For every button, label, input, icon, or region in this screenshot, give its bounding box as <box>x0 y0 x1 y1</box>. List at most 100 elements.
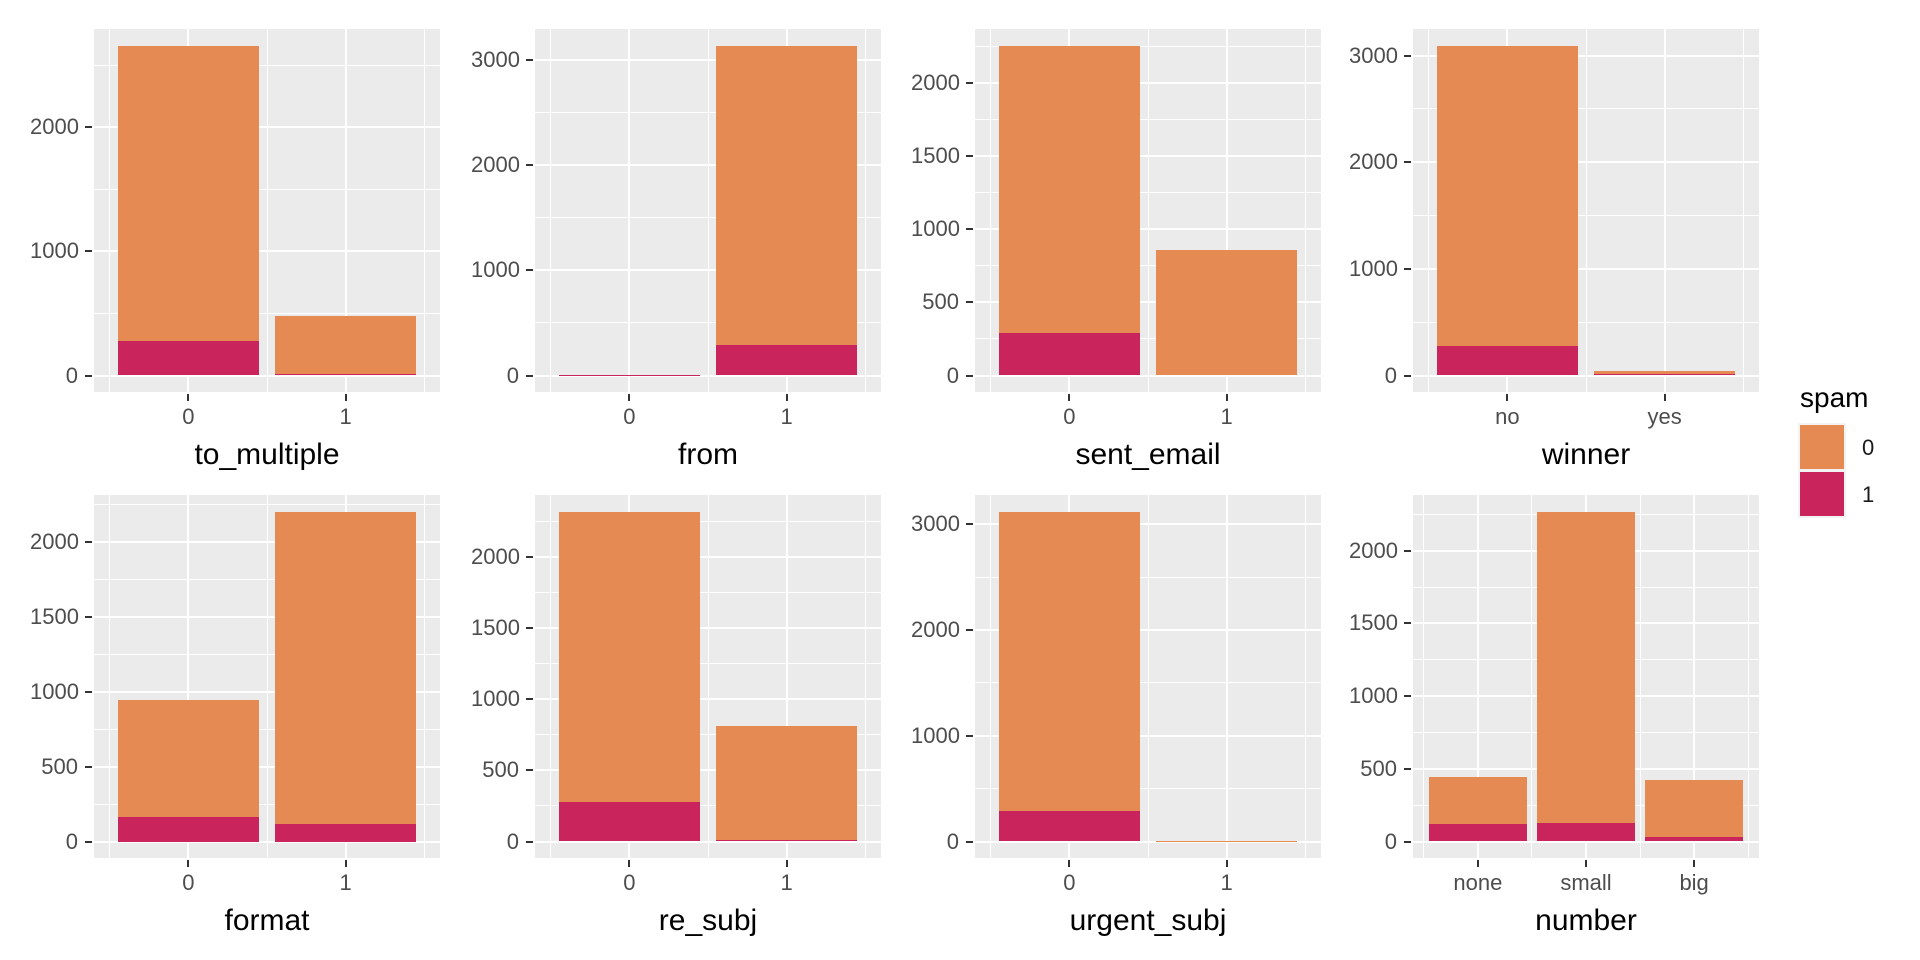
gridline-h-major <box>535 840 881 843</box>
y-tick-mark <box>1404 161 1411 164</box>
y-tick-label: 2000 <box>1349 149 1398 175</box>
y-tick-label: 1500 <box>1349 610 1398 636</box>
y-tick-mark <box>85 690 92 693</box>
x-tick-label: 1 <box>1220 404 1233 429</box>
gridline-h-major <box>975 82 1321 85</box>
y-tick-mark <box>526 374 533 377</box>
bar-segment-spam-0 <box>998 511 1141 812</box>
x-tick-mark <box>1693 860 1696 867</box>
x-tick-mark <box>1068 860 1071 867</box>
gridline-h-major <box>94 126 440 129</box>
gridline-v-major <box>187 495 190 858</box>
bar-segment-spam-0 <box>1429 776 1527 825</box>
y-tick-mark <box>1404 840 1411 843</box>
bar-segment-spam-1 <box>1645 837 1743 842</box>
x-axis-title-number: number <box>1535 904 1637 937</box>
x-tick-label: 0 <box>1063 870 1076 895</box>
gridline-h-major <box>535 698 881 701</box>
y-tick-label: 2000 <box>471 544 520 570</box>
gridline-h-major <box>535 769 881 772</box>
gridline-v-minor <box>707 29 709 392</box>
y-tick-label: 0 <box>1384 362 1397 388</box>
gridline-v-minor <box>1428 29 1430 392</box>
legend-key-swatch-spam-1 <box>1800 472 1844 516</box>
gridline-v-minor <box>109 495 111 858</box>
gridline-v-minor <box>990 29 992 392</box>
y-tick-label: 0 <box>506 828 519 854</box>
y-tick-label: 500 <box>1360 755 1397 781</box>
gridline-v-minor <box>864 495 866 858</box>
chart-urgent_subj: 0 1000 2000 3000 0 1 urgent_subj <box>911 495 1321 948</box>
y-tick-mark <box>85 126 92 129</box>
x-tick-mark <box>1476 860 1479 867</box>
y-tick-mark <box>1404 767 1411 770</box>
legend-item-spam-1: 1 <box>1800 471 1918 518</box>
gridline-v-major <box>1476 495 1479 858</box>
y-tick-mark <box>526 769 533 772</box>
y-tick-label: 2000 <box>911 616 960 642</box>
chart-sent_email: 0 500 1000 1500 2000 0 1 sent_email <box>911 29 1321 482</box>
gridline-h-major <box>535 59 881 62</box>
x-tick-mark <box>1225 860 1228 867</box>
gridline-h-major <box>975 523 1321 526</box>
bar-segment-spam-0 <box>117 45 260 341</box>
chart-panel-from <box>535 29 881 392</box>
gridline-v-minor <box>1531 495 1533 858</box>
x-tick-mark <box>344 394 347 401</box>
chart-panel-format <box>94 495 440 858</box>
bar-segment-spam-1 <box>1593 373 1736 376</box>
y-tick-mark <box>526 698 533 701</box>
x-axis-title-winner: winner <box>1541 438 1631 471</box>
gridline-v-minor <box>550 495 552 858</box>
gridline-h-major <box>94 374 440 377</box>
y-tick-mark <box>1404 622 1411 625</box>
gridline-v-major <box>344 29 347 392</box>
x-tick-mark <box>1506 394 1509 401</box>
y-tick-label: 1000 <box>471 686 520 712</box>
y-tick-label: 3000 <box>911 511 960 537</box>
gridline-v-major <box>1663 29 1666 392</box>
x-tick-label: 0 <box>623 870 636 895</box>
y-tick-label: 1500 <box>30 603 79 629</box>
y-tick-label: 2000 <box>1349 537 1398 563</box>
bar-segment-spam-1 <box>117 340 260 376</box>
chart-winner: 0 1000 2000 3000 no yes winner <box>1349 29 1759 482</box>
y-tick-mark <box>1404 695 1411 698</box>
y-tick-label: 0 <box>65 828 78 854</box>
y-tick-mark <box>1404 374 1411 377</box>
y-tick-label: 0 <box>65 362 78 388</box>
y-tick-label: 2000 <box>30 114 79 140</box>
gridline-h-major <box>975 155 1321 158</box>
chart-panel-re_subj <box>535 495 881 858</box>
y-tick-mark <box>526 627 533 630</box>
gridline-v-major <box>1225 29 1228 392</box>
gridline-v-minor <box>423 495 425 858</box>
gridline-h-major <box>975 301 1321 304</box>
bar-segment-spam-0 <box>274 315 417 375</box>
y-tick-mark <box>85 250 92 253</box>
x-axis-title-sent_email: sent_email <box>1075 438 1221 471</box>
chart-panel-sent_email <box>975 29 1321 392</box>
bar-segment-spam-0 <box>715 45 858 346</box>
x-tick-label: 0 <box>182 870 195 895</box>
x-tick-mark <box>344 860 347 867</box>
y-tick-mark <box>966 628 973 631</box>
chart-panel-to_multiple <box>94 29 440 392</box>
y-tick-label: 3000 <box>471 47 520 73</box>
gridline-v-minor <box>550 29 552 392</box>
y-tick-mark <box>966 82 973 85</box>
gridline-h-major <box>94 690 440 693</box>
y-tick-label: 2000 <box>471 152 520 178</box>
bar-segment-spam-1 <box>998 333 1141 376</box>
y-tick-label: 0 <box>946 828 959 854</box>
gridline-h-major <box>94 840 440 843</box>
gridline-v-minor <box>109 29 111 392</box>
gridline-h-major <box>975 840 1321 843</box>
bar-segment-spam-1 <box>117 816 260 842</box>
x-tick-label: no <box>1495 404 1520 429</box>
y-tick-label: 2000 <box>30 528 79 554</box>
y-tick-mark <box>1404 54 1411 57</box>
gridline-h-major <box>94 615 440 618</box>
y-tick-mark <box>966 228 973 231</box>
